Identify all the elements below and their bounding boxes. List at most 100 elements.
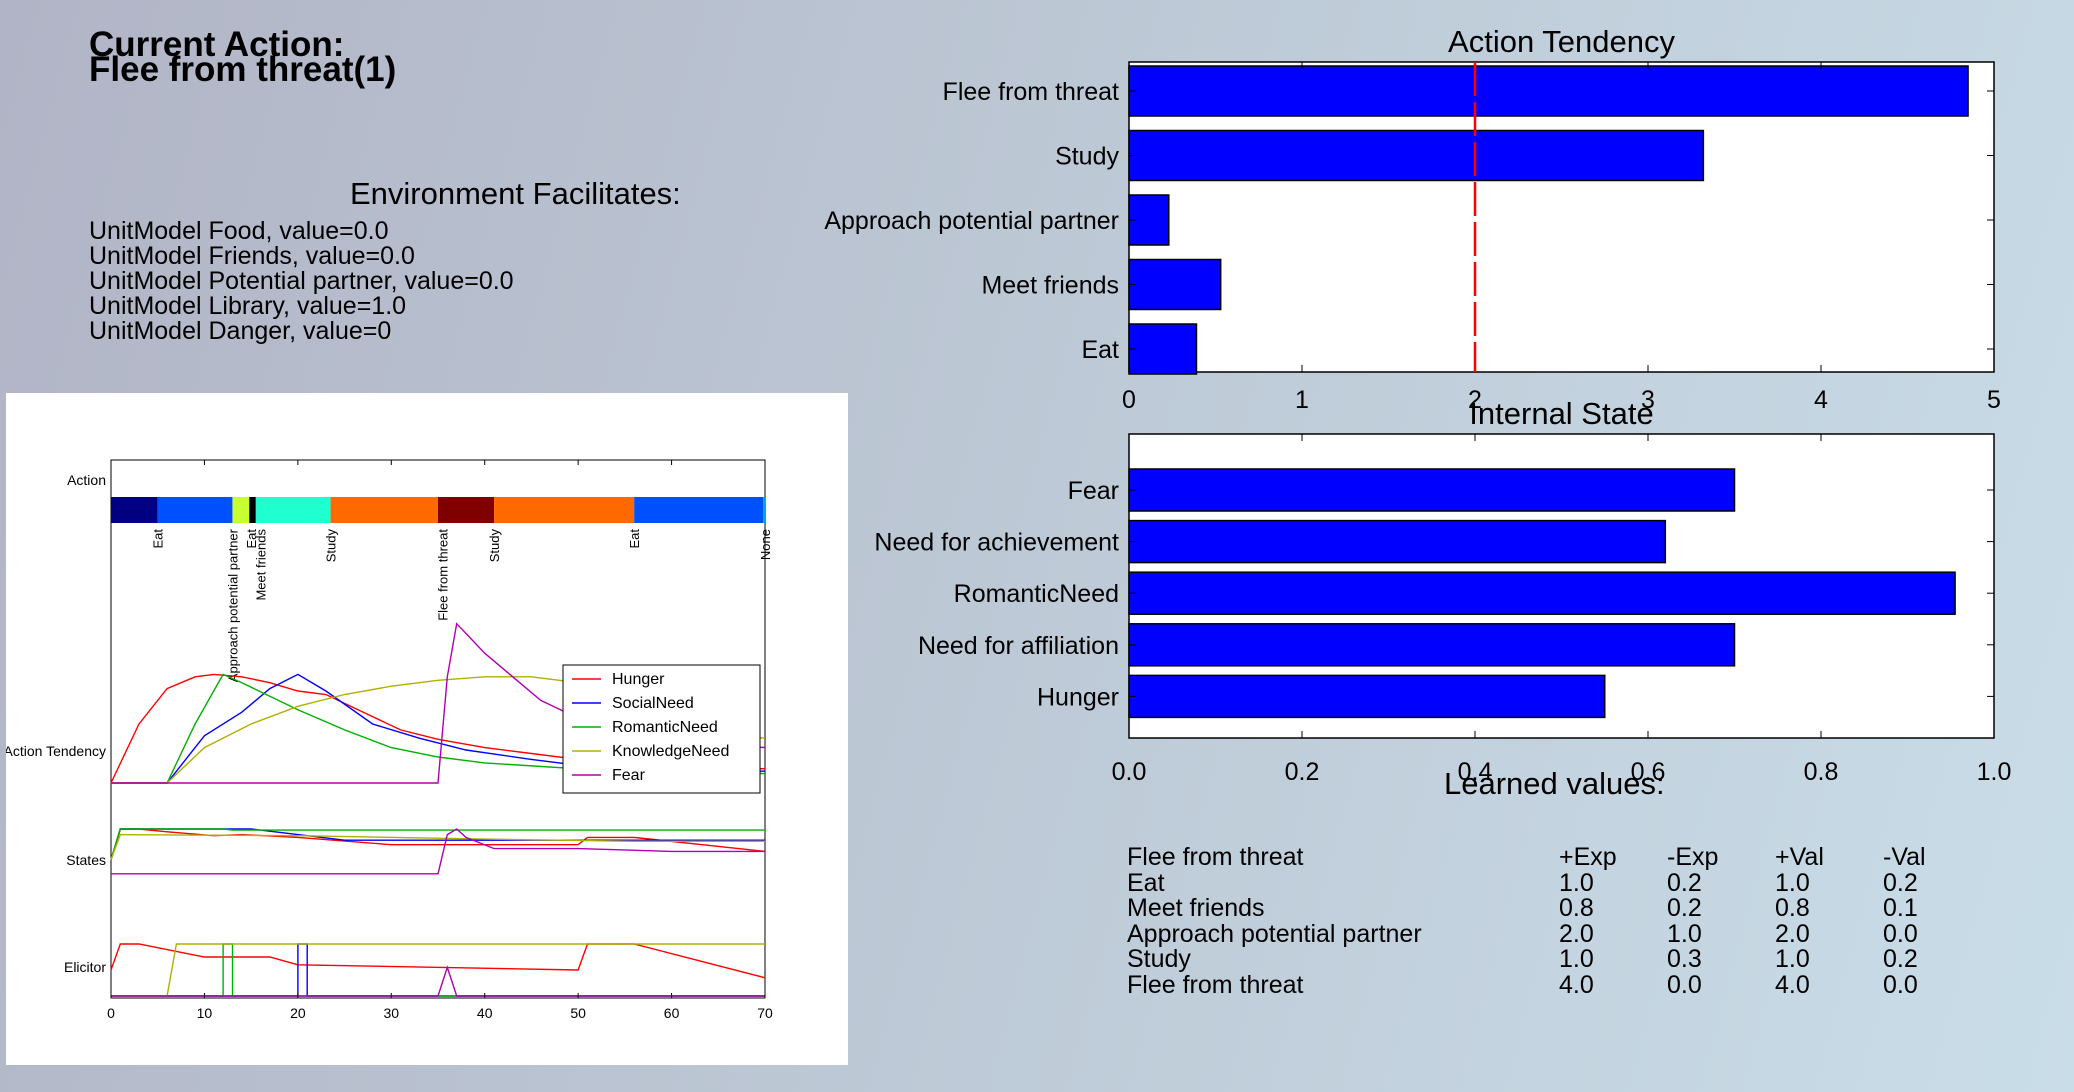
action-segment [763,497,765,523]
learned-values-cell: 4.0 [1559,970,1594,999]
learned-values-col-header: -Exp [1667,843,1719,871]
learned-values-col-header: +Val [1775,843,1824,871]
x-tick-label: 2 [1468,386,1482,414]
learned-values-cell: 4.0 [1775,970,1810,999]
series-line-states [110,828,765,861]
learned-values-action: Flee from threat [1127,970,1304,999]
timeline-panel: Eat Approach potential partner Eat Meet fri… [4,393,848,1065]
legend-label: Fear [612,767,646,784]
x-tick-label: 30 [383,1005,399,1021]
learned-values-cell: 0.0 [1883,970,1918,999]
category-label: Flee from threat [943,78,1120,106]
legend-label: SocialNeed [612,695,694,712]
legend: Hunger SocialNeed RomanticNeed KnowledgeNee… [562,664,761,794]
x-tick-label: 0.0 [1112,758,1147,786]
action-segment [330,497,438,523]
current-action-value: Flee from threat(1) [89,50,397,89]
environment-title: Environment Facilitates: [350,176,681,211]
series-line-states [110,833,765,861]
learned-values-cell: 0.2 [1883,945,1918,973]
current-action: Current Action: Flee from threat(1) [89,27,396,87]
learned-values-cell: 1.0 [1775,945,1810,973]
learned-values-col-minus-val: -Val 0.2 0.1 0.0 0.2 0.0 [1883,843,1926,999]
x-tick-label: 0.4 [1458,758,1493,786]
legend-label: KnowledgeNeed [612,743,729,760]
row-label: Action Tendency [6,743,106,759]
x-tick-label: 1.0 [1977,758,2012,786]
learned-values-cell: 0.0 [1667,970,1702,999]
x-tick-label: 50 [570,1005,586,1021]
learned-values-cell: 2.0 [1775,919,1810,948]
learned-values-action: Eat [1127,868,1165,897]
x-tick-label: 40 [477,1005,493,1021]
series-line-states [111,828,765,875]
environment-item: UnitModel Library, value=1.0 [89,292,407,320]
action-label: Flee from threat [436,529,451,621]
action-label: Approach potential partner [225,528,240,682]
category-label: Meet friends [981,272,1119,300]
action-segment [255,497,331,523]
learned-values-col-plus-exp: +Exp 1.0 0.8 2.0 1.0 4.0 [1559,843,1617,999]
action-segment [438,497,495,523]
action-label: Eat [627,529,642,549]
x-tick-label: 1 [1295,386,1309,414]
action-label: Eat [244,529,259,549]
category-label: Fear [1068,477,1119,505]
x-tick-label: 3 [1641,386,1655,414]
learned-values-col-header: +Exp [1559,843,1617,871]
x-tick-label: 10 [197,1005,213,1021]
chart-title: Internal State [1469,396,1653,431]
x-tick-label: 60 [664,1005,680,1021]
legend-label: RomanticNeed [612,719,718,736]
bar [1128,571,1956,615]
learned-values-col-header: -Val [1883,843,1926,871]
learned-values-cell: 0.1 [1883,894,1918,922]
legend-label: Hunger [612,671,665,688]
action-segment [157,497,233,523]
action-label: Eat [151,529,166,549]
action-segment [634,497,764,523]
learned-values-cell: 1.0 [1775,868,1810,897]
row-label: States [66,852,106,868]
action-label: Study [324,529,339,563]
learned-values-cell: 0.8 [1559,894,1594,922]
x-tick-label: 70 [757,1005,773,1021]
x-tick-label: 0.8 [1804,758,1839,786]
x-tick-label: 0 [1122,386,1136,414]
learned-values-cell: 2.0 [1559,919,1594,948]
category-label: Hunger [1037,683,1119,711]
category-label: RomanticNeed [954,580,1119,608]
environment-item: UnitModel Friends, value=0.0 [89,242,415,270]
bar [1128,468,1736,512]
bar [1128,323,1198,375]
action-segment [494,497,635,523]
bar-chart-action-tendency: Action Tendency Flee from threat Study Appr… [824,24,2001,414]
bar [1128,674,1606,719]
learned-values-action: Study [1127,945,1191,973]
row-label: Action [67,472,106,488]
legend-box [562,664,761,794]
row-label: Elicitor [64,959,106,975]
learned-values-cell: 0.2 [1883,868,1918,897]
learned-values-cell: 0.0 [1883,919,1918,948]
bar [1128,519,1667,564]
learned-values-action: Meet friends [1127,894,1265,922]
category-label: Eat [1081,336,1119,364]
x-tick-label: 4 [1814,386,1828,414]
learned-values-cell: 0.8 [1775,894,1810,922]
learned-values-actions: Flee from threat Eat Meet friends Approa… [1127,844,1422,999]
learned-values-cell: 1.0 [1667,919,1702,948]
category-label: Approach potential partner [824,207,1119,235]
action-segment [232,497,250,523]
learned-values-title: Learned values: [1444,766,1665,801]
learned-values-cell: 1.0 [1559,945,1594,973]
environment-item: UnitModel Food, value=0.0 [89,217,389,245]
action-label: Study [487,529,502,563]
action-segment [249,497,256,523]
action-label: None [758,529,773,560]
action-label: Meet friends [253,529,268,601]
learned-values-cell: 0.3 [1667,945,1702,973]
learned-values-action: Approach potential partner [1127,919,1422,948]
